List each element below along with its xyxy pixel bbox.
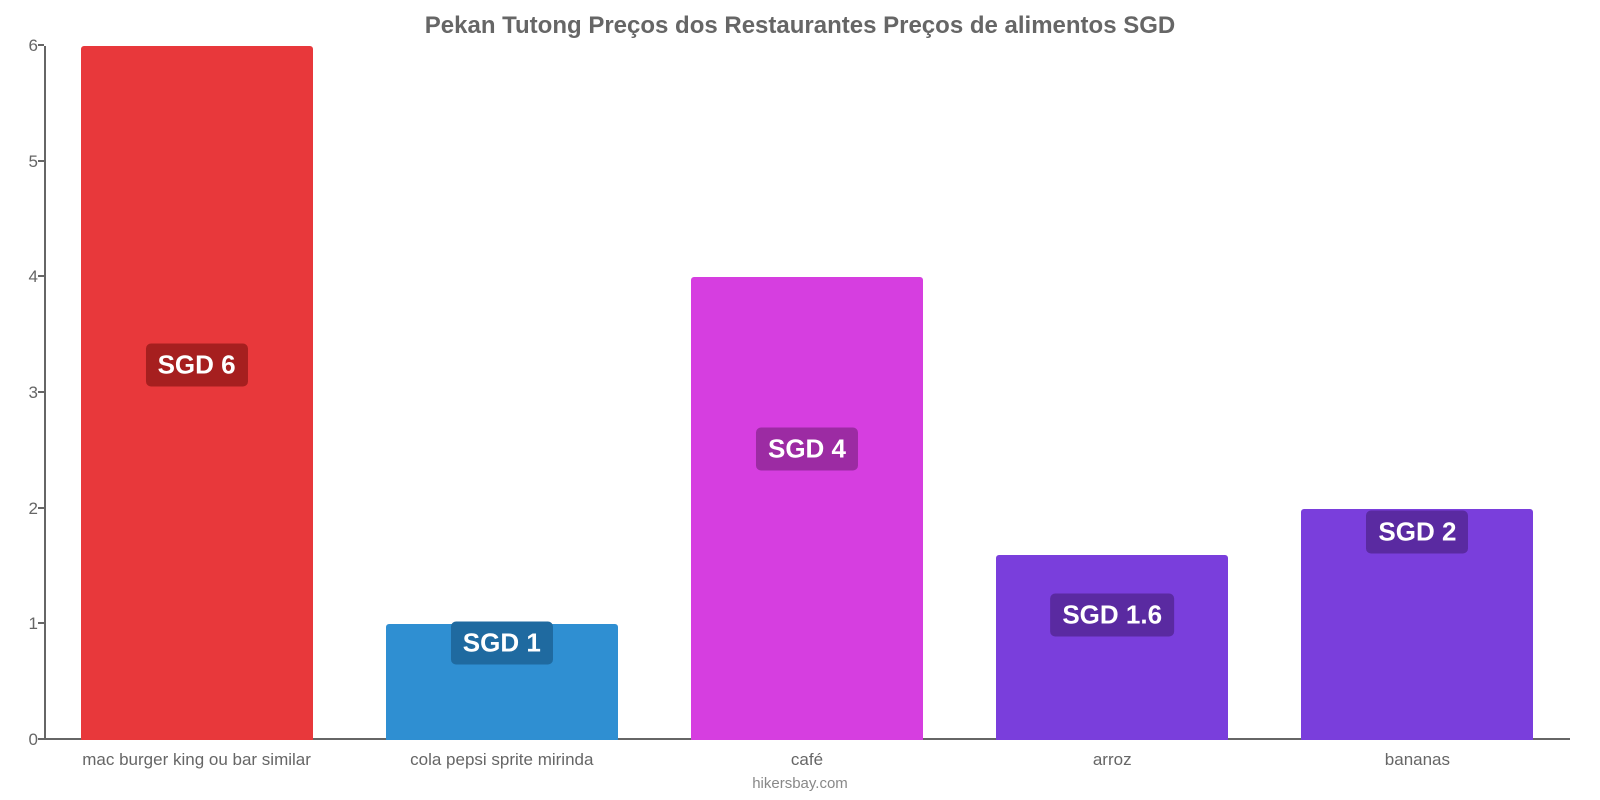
x-axis-label: cola pepsi sprite mirinda [410, 750, 593, 770]
y-tick-label: 1 [16, 614, 38, 634]
value-badge: SGD 4 [756, 427, 858, 470]
y-tick-label: 5 [16, 152, 38, 172]
x-axis-label: arroz [1093, 750, 1132, 770]
bar-slot: SGD 6mac burger king ou bar similar [44, 46, 349, 740]
bar-slot: SGD 2bananas [1265, 46, 1570, 740]
bar-slot: SGD 1cola pepsi sprite mirinda [349, 46, 654, 740]
attribution-text: hikersbay.com [0, 775, 1600, 792]
value-badge: SGD 1.6 [1050, 594, 1174, 637]
chart-title: Pekan Tutong Preços dos Restaurantes Pre… [0, 0, 1600, 46]
bars-container: SGD 6mac burger king ou bar similarSGD 1… [44, 46, 1570, 740]
y-tick-label: 4 [16, 267, 38, 287]
bar [691, 277, 923, 740]
y-tick-label: 0 [16, 730, 38, 750]
y-tick-label: 3 [16, 383, 38, 403]
x-axis-label: bananas [1385, 750, 1450, 770]
x-axis-label: mac burger king ou bar similar [82, 750, 311, 770]
y-tick-label: 6 [16, 36, 38, 56]
y-tick-label: 2 [16, 499, 38, 519]
bar-slot: SGD 4café [654, 46, 959, 740]
plot-area: 0123456 SGD 6mac burger king ou bar simi… [44, 46, 1570, 740]
bar [81, 46, 313, 740]
x-axis-label: café [791, 750, 823, 770]
bar-slot: SGD 1.6arroz [960, 46, 1265, 740]
value-badge: SGD 1 [451, 621, 553, 664]
value-badge: SGD 2 [1366, 510, 1468, 553]
value-badge: SGD 6 [146, 344, 248, 387]
price-chart: Pekan Tutong Preços dos Restaurantes Pre… [0, 0, 1600, 800]
bar [996, 555, 1228, 740]
